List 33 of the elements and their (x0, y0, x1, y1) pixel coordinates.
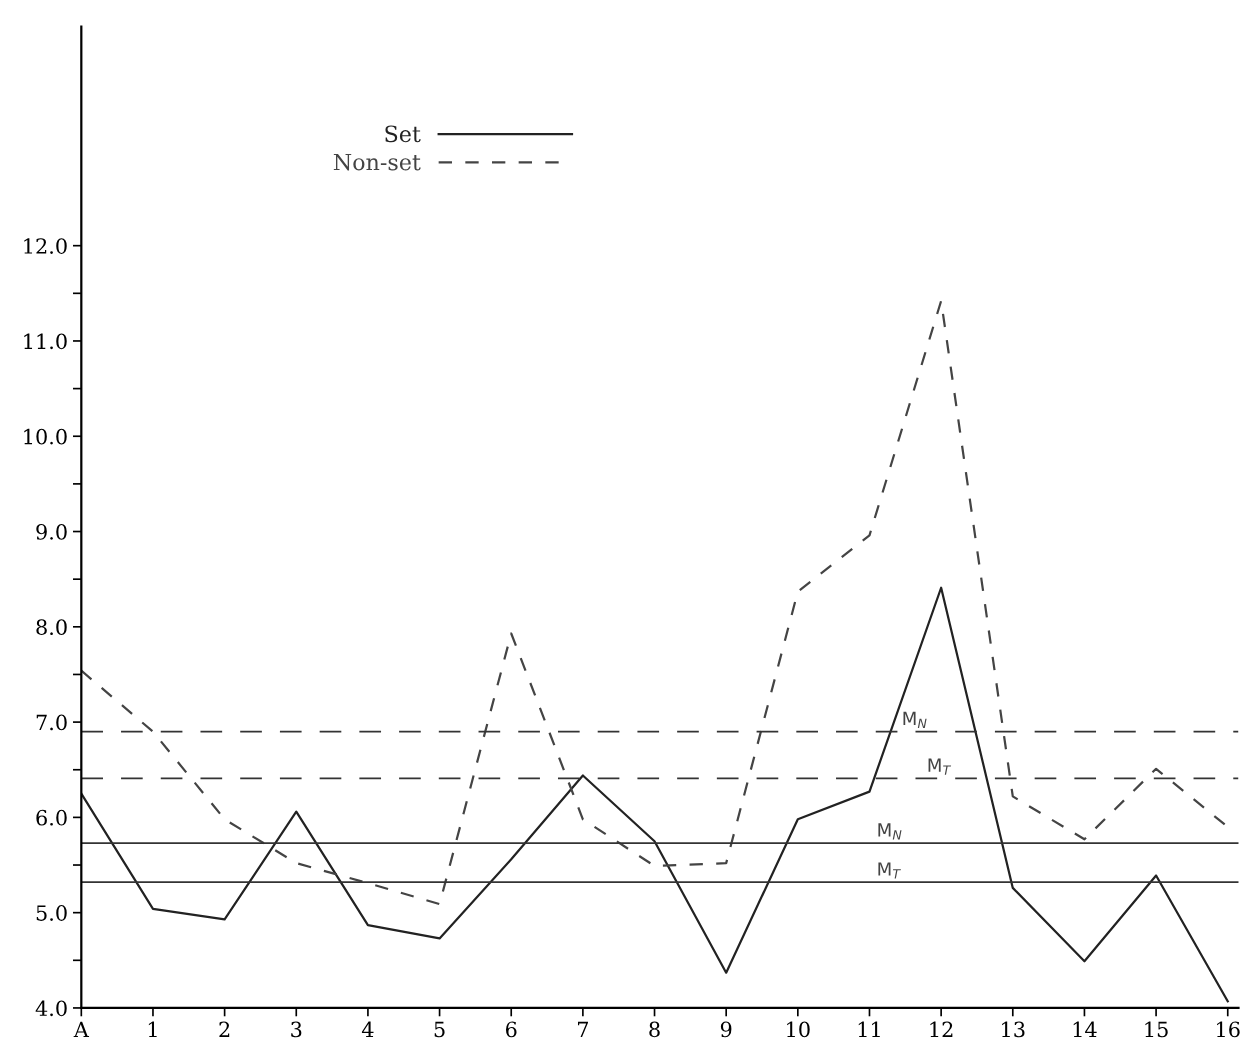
line-series (81, 586, 1229, 1003)
ref-line-label: M$_{N}$ (903, 711, 927, 728)
x-tick-label: 13 (1002, 1021, 1025, 1038)
x-tick-label: 2 (219, 1021, 230, 1037)
x-tick-label: 6 (505, 1021, 517, 1038)
text: Set (385, 125, 421, 143)
y-tick-label: 10.0 (24, 428, 67, 445)
x-tick-label: 3 (291, 1021, 302, 1038)
x-tick-label: 8 (649, 1021, 660, 1038)
x-tick-label: 4 (361, 1021, 374, 1037)
ref-line-label: M$_{T}$ (878, 862, 901, 879)
y-tick-label: 8.0 (36, 619, 67, 636)
y-tick-label: 7.0 (36, 714, 67, 731)
x-tick-label: 7 (578, 1021, 588, 1037)
y-tick-label: 11.0 (24, 333, 67, 350)
x-tick-label: 1 (148, 1021, 157, 1037)
x-tick-label: 16 (1217, 1021, 1240, 1038)
x-tick-label: 9 (720, 1021, 732, 1038)
x-tick-label: A (73, 1021, 90, 1037)
y-tick-label: 4.0 (35, 1000, 67, 1017)
y-tick-label: 12.0 (24, 238, 67, 254)
ref-line-label: M$_{T}$ (928, 758, 952, 775)
x-tick-label: 10 (787, 1021, 810, 1038)
y-tick-label: 5.0 (36, 905, 67, 921)
x-tick-label: 5 (434, 1021, 445, 1038)
text: Non-set (333, 153, 421, 171)
y-tick-label: 6.0 (36, 809, 67, 826)
x-tick-label: 12 (930, 1021, 953, 1037)
x-tick-label: 15 (1145, 1021, 1168, 1038)
x-tick-label: 14 (1073, 1021, 1097, 1037)
ref-line-label: M$_{N}$ (878, 823, 902, 840)
y-tick-label: 9.0 (36, 523, 67, 540)
x-tick-label: 11 (858, 1021, 880, 1037)
